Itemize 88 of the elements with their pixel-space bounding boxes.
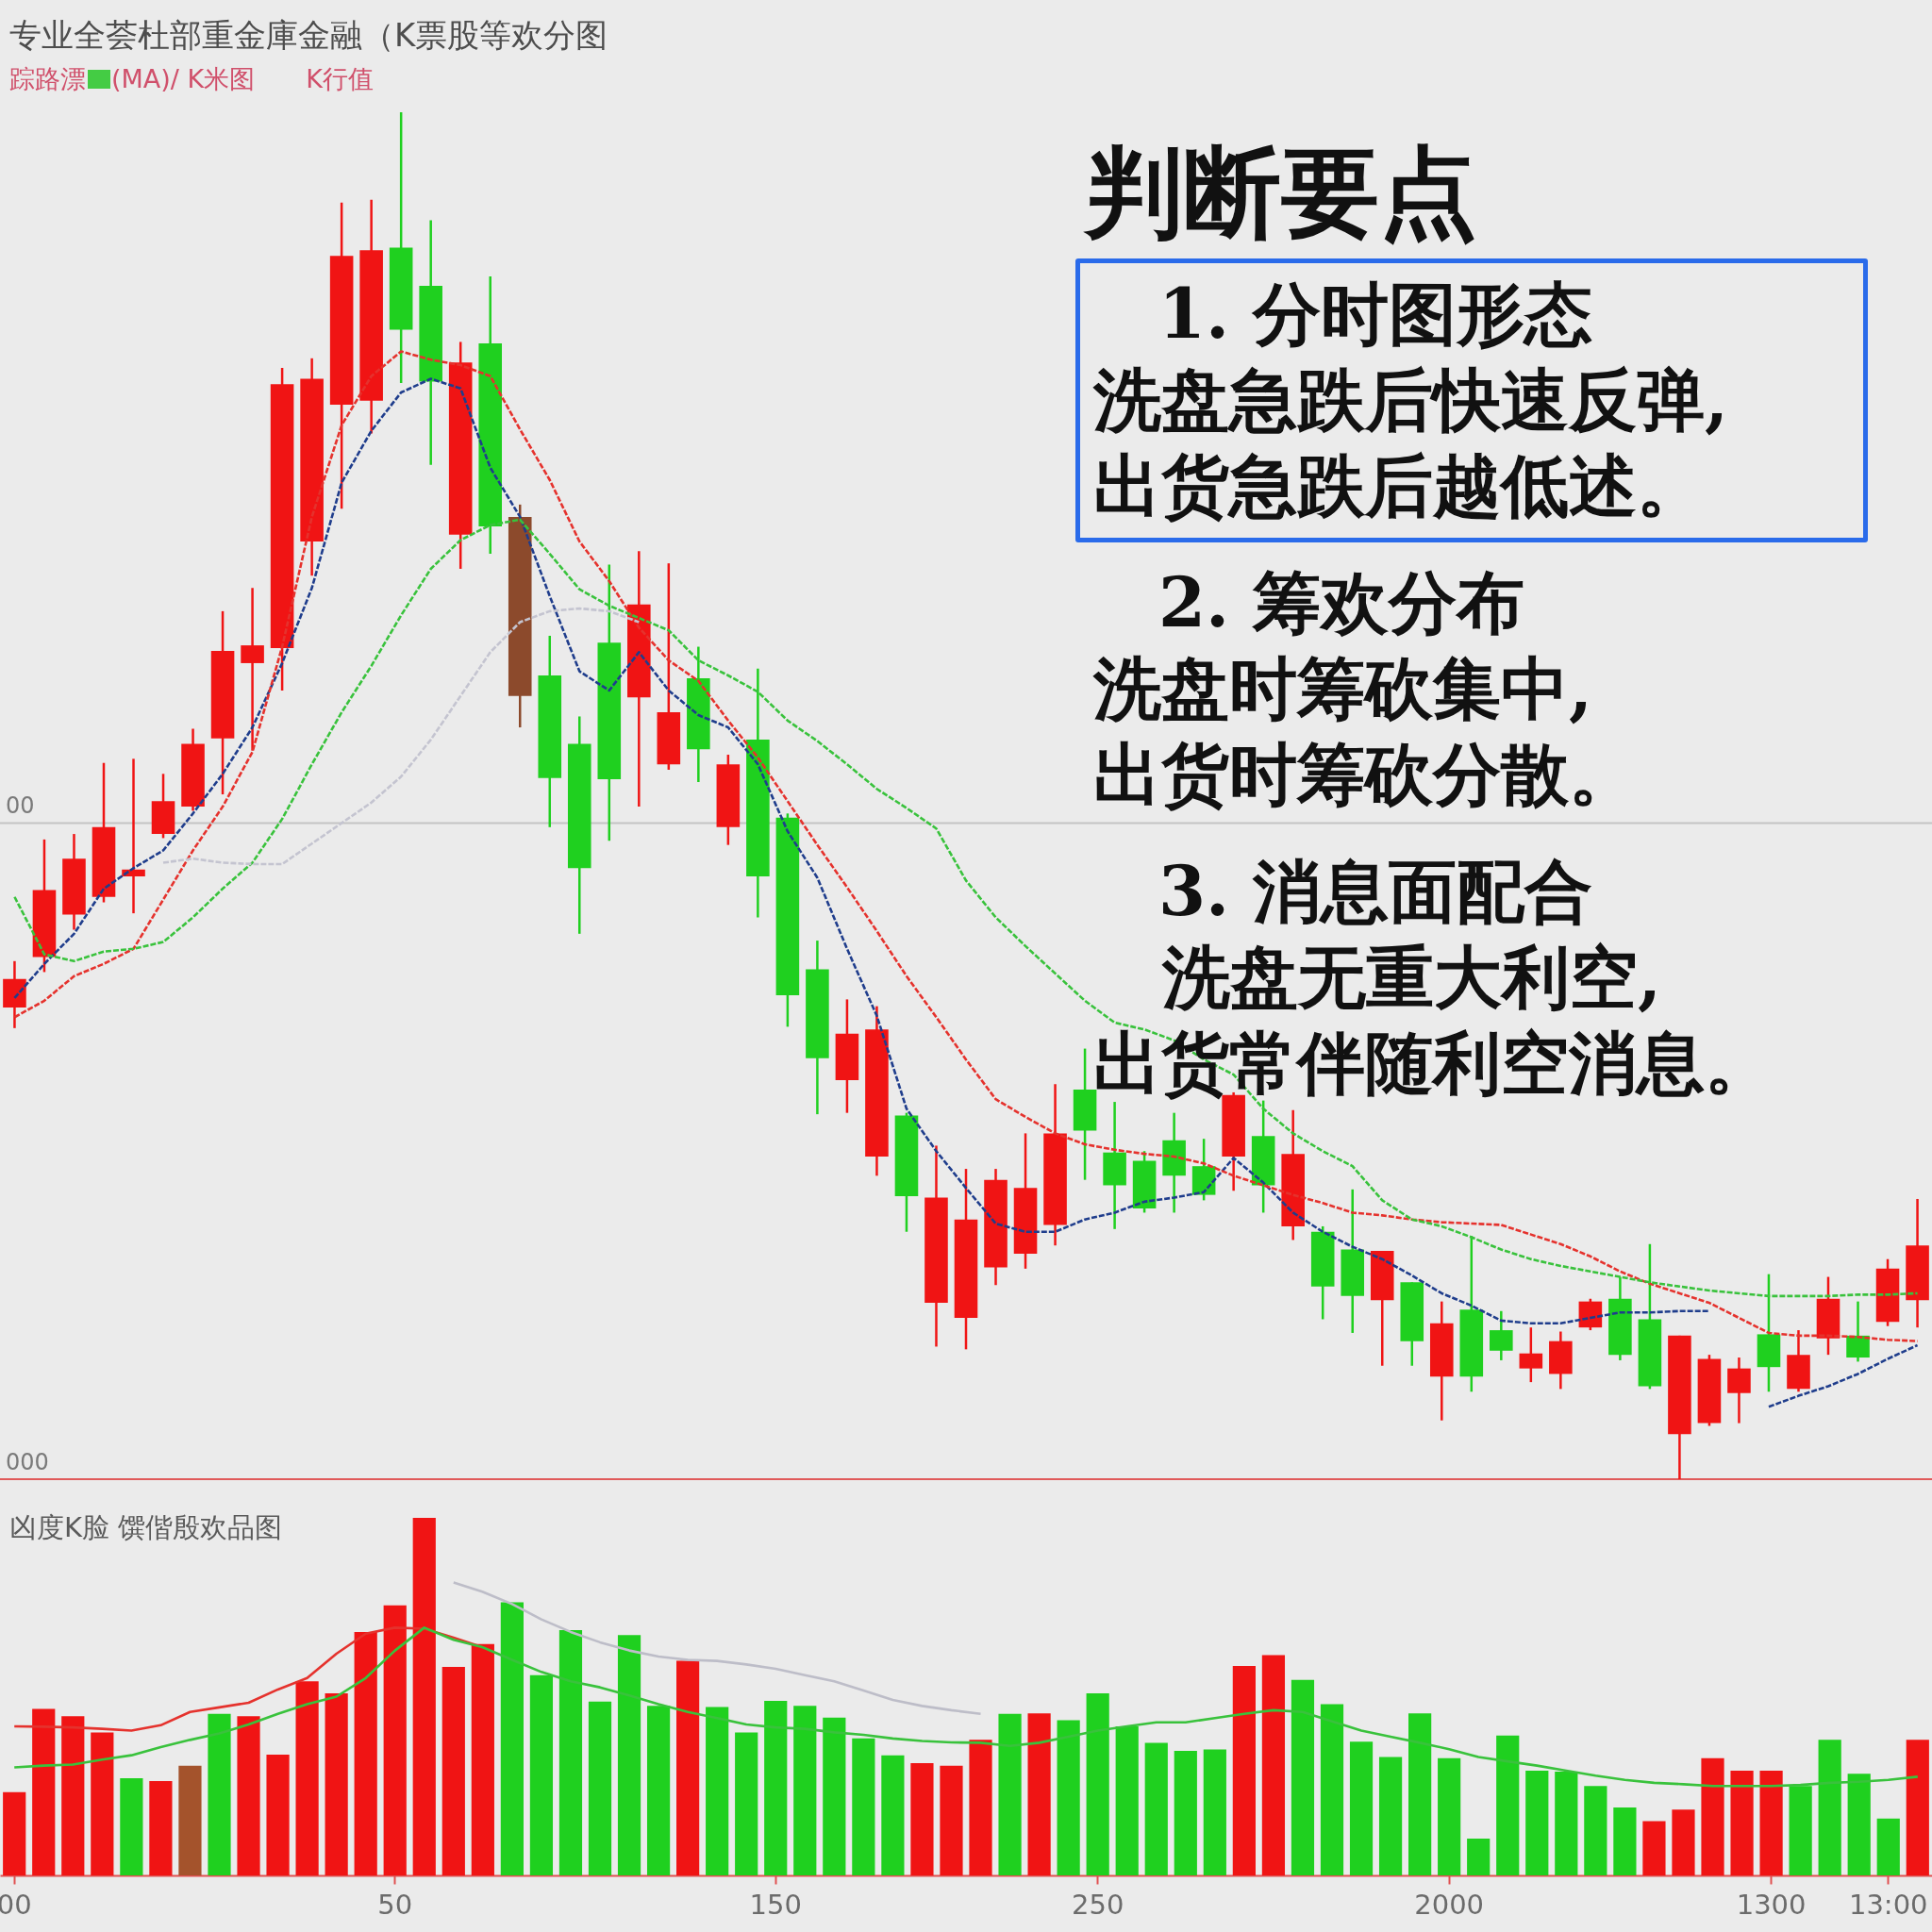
bar (1291, 1679, 1315, 1875)
bar (1027, 1713, 1051, 1875)
bar (793, 1706, 817, 1875)
bar (1701, 1757, 1724, 1875)
bar (237, 1716, 260, 1875)
bar (208, 1713, 231, 1875)
annotation: 洗盘时筹砍集中, (1093, 647, 1593, 730)
annotation: 洗盘急跌后快速反弹, (1093, 358, 1729, 441)
candlestick (241, 587, 264, 752)
bar (1613, 1807, 1637, 1875)
bar (32, 1708, 56, 1875)
bar (558, 1630, 583, 1875)
bar (354, 1631, 377, 1875)
bar (969, 1740, 992, 1875)
bar (1378, 1757, 1403, 1875)
bar (383, 1605, 407, 1875)
x-tick-label: 2000 (1414, 1888, 1485, 1921)
bar (617, 1635, 641, 1875)
annotation: 出货急跌后越低述。 (1093, 444, 1705, 527)
bar (1115, 1725, 1139, 1875)
bar (295, 1681, 319, 1875)
bar (940, 1765, 963, 1875)
bar (1847, 1774, 1871, 1875)
bar (1086, 1693, 1109, 1875)
bar (764, 1701, 788, 1875)
annotation: 洗盘无重大利空, (1162, 936, 1662, 1019)
bar (91, 1732, 114, 1875)
bar (178, 1765, 202, 1875)
x-tick-label: 13:00 (1848, 1888, 1928, 1921)
bar (1232, 1665, 1256, 1875)
bar (881, 1755, 905, 1875)
ref-line-label: 000 (6, 1449, 49, 1475)
bar (471, 1643, 494, 1875)
bar (852, 1738, 875, 1875)
chart-title: 凶度K脸 馔偕殷欢品图 (9, 1511, 283, 1543)
bar (1261, 1655, 1286, 1875)
annotation: 出货时筹砍分散。 (1093, 733, 1637, 816)
bar (1642, 1821, 1666, 1875)
bar (1467, 1838, 1491, 1875)
bar (588, 1701, 612, 1875)
bar (3, 1791, 26, 1875)
bar (676, 1660, 700, 1875)
bar (998, 1713, 1022, 1875)
annotation: 2. 筹欢分布 (1158, 561, 1525, 644)
bar (149, 1780, 173, 1875)
bar (1203, 1749, 1226, 1875)
bar (823, 1717, 846, 1875)
bar (1906, 1740, 1929, 1875)
bar (1174, 1751, 1197, 1875)
bar (441, 1667, 465, 1875)
bar (1876, 1818, 1900, 1875)
chart-title: 专业全荟杜部重金庫金融（K票股等欢分图 (9, 15, 608, 54)
bar (1789, 1786, 1812, 1875)
bar (1496, 1735, 1520, 1875)
chart-subtitle: 踪路漂 (MA)/ K米图 K行值 (9, 63, 374, 93)
bar (1320, 1704, 1344, 1875)
bar (1672, 1809, 1695, 1875)
x-tick-label: 250 (1072, 1888, 1124, 1921)
annotation: 3. 消息面配合 (1158, 850, 1593, 933)
bar (120, 1777, 143, 1875)
bar (646, 1706, 671, 1875)
bar (529, 1674, 554, 1875)
bar (735, 1732, 758, 1875)
bar (1057, 1720, 1080, 1875)
x-tick-label: 150 (749, 1888, 802, 1921)
bar (1408, 1713, 1432, 1875)
annotation: 出货常伴随利空消息。 (1093, 1022, 1773, 1105)
bar (1349, 1741, 1374, 1875)
bar (1438, 1757, 1461, 1875)
ref-line-label: 00 (6, 792, 35, 820)
bar (1144, 1742, 1168, 1875)
x-tick-label: 50 (377, 1888, 413, 1921)
bar (325, 1693, 348, 1875)
bar (500, 1602, 524, 1875)
bar (61, 1716, 85, 1875)
bar (1584, 1786, 1607, 1875)
bar (1730, 1770, 1754, 1875)
bar (266, 1754, 290, 1875)
annotation: 1. 分时图形态 (1158, 273, 1593, 356)
bar (910, 1762, 934, 1875)
bar (1759, 1770, 1783, 1875)
annotation: 判断要点 (1085, 134, 1477, 250)
x-tick-label: 1300 (1736, 1888, 1807, 1921)
bar (1555, 1772, 1578, 1875)
bar (1818, 1740, 1841, 1875)
bar (706, 1707, 729, 1875)
bar (1525, 1770, 1549, 1875)
bar (412, 1518, 436, 1875)
